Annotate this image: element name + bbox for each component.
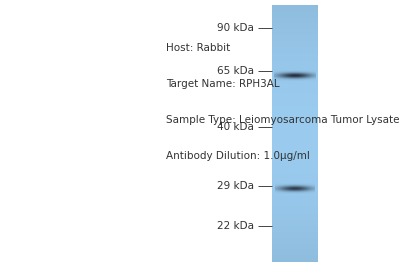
- Text: 22 kDa: 22 kDa: [217, 221, 254, 231]
- Text: 90 kDa: 90 kDa: [217, 23, 254, 33]
- Text: Host: Rabbit: Host: Rabbit: [166, 43, 230, 53]
- Text: Antibody Dilution: 1.0µg/ml: Antibody Dilution: 1.0µg/ml: [166, 151, 310, 161]
- Text: 40 kDa: 40 kDa: [217, 122, 254, 132]
- Text: 29 kDa: 29 kDa: [217, 180, 254, 191]
- Text: 65 kDa: 65 kDa: [217, 66, 254, 76]
- Text: Target Name: RPH3AL: Target Name: RPH3AL: [166, 79, 280, 89]
- Text: Sample Type: Leiomyosarcoma Tumor Lysate: Sample Type: Leiomyosarcoma Tumor Lysate: [166, 115, 400, 125]
